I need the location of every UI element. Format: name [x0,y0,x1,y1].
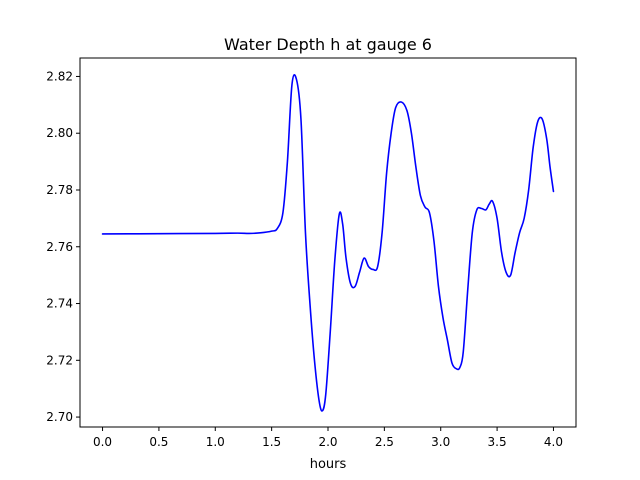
y-tick-label: 2.82 [46,69,73,83]
x-tick-label: 0.5 [149,435,168,449]
x-tick-label: 3.0 [431,435,450,449]
x-axis: 0.0 0.5 1.0 1.5 2.0 2.5 3.0 3.5 4.0 [93,427,563,449]
y-tick-label: 2.74 [46,297,73,311]
x-tick-label: 1.5 [262,435,281,449]
x-tick-label: 2.0 [318,435,337,449]
x-tick-label: 2.5 [375,435,394,449]
x-tick-label: 1.0 [206,435,225,449]
series-line-0 [101,74,555,412]
plot-area [101,74,555,412]
y-tick-label: 2.76 [46,240,73,254]
x-axis-label: hours [310,457,347,472]
x-tick-label: 0.0 [93,435,112,449]
x-tick-label: 3.5 [488,435,507,449]
y-tick-label: 2.80 [46,126,73,140]
y-axis: 2.70 2.72 2.74 2.76 2.78 2.80 2.82 [46,69,80,424]
y-tick-label: 2.70 [46,410,73,424]
y-tick-label: 2.78 [46,183,73,197]
plot-frame [79,57,577,428]
chart-title: Water Depth h at gauge 6 [224,35,432,54]
y-tick-label: 2.72 [46,353,73,367]
x-tick-label: 4.0 [544,435,563,449]
